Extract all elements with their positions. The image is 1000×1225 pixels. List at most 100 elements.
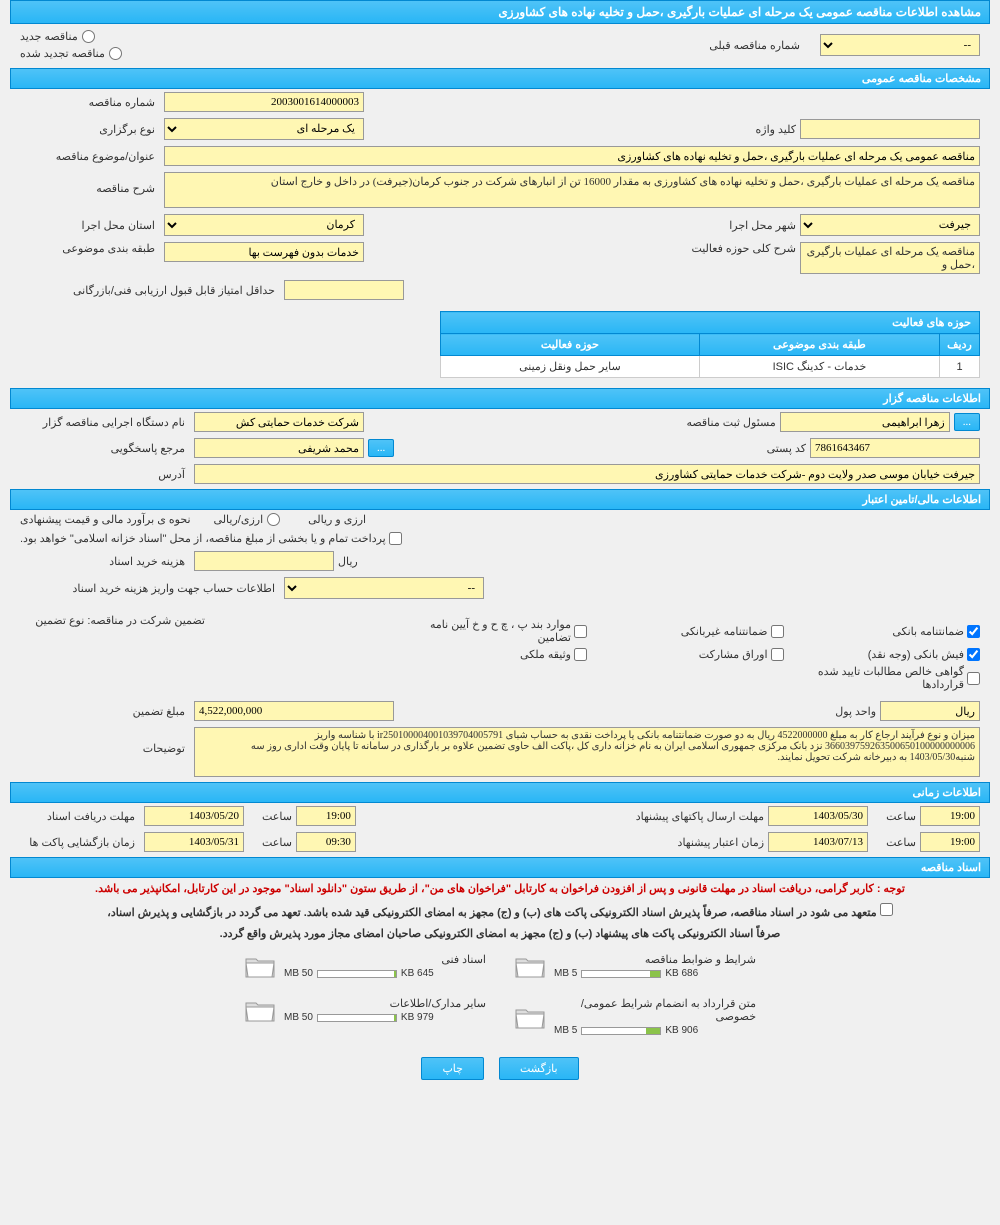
guarantee-opt5[interactable]: اوراق مشارکت (607, 648, 784, 661)
amount-unit-label: واحد پول (835, 705, 876, 718)
check2[interactable] (771, 625, 784, 638)
check1[interactable] (967, 625, 980, 638)
subject-cat-input[interactable] (164, 242, 364, 262)
min-score-label: حداقل امتیاز قابل قبول ارزیابی فنی/بازرگ… (20, 284, 280, 297)
title-input[interactable] (164, 146, 980, 166)
address-label: آدرس (20, 468, 190, 481)
treasury-row: پرداخت تمام و یا بخشی از مبلغ مناقصه، از… (10, 529, 990, 548)
guarantee-opt3[interactable]: موارد بند پ ، چ ح و خ آیین نامه تضامین (411, 618, 588, 644)
currency-radio1-input[interactable] (267, 513, 280, 526)
guarantee-opt2[interactable]: ضمانتنامه غیربانکی (607, 618, 784, 644)
address-input[interactable] (194, 464, 980, 484)
submit-deadline-date[interactable] (768, 806, 868, 826)
page-header: مشاهده اطلاعات مناقصه عمومی یک مرحله ای … (10, 0, 990, 24)
treasury-checkbox[interactable]: پرداخت تمام و یا بخشی از مبلغ مناقصه، از… (20, 532, 402, 545)
desc-textarea[interactable]: مناقصه یک مرحله ای عملیات بارگیری ،حمل و… (164, 172, 980, 208)
submit-deadline-label: مهلت ارسال پاکتهای پیشنهاد (636, 810, 764, 823)
check3[interactable] (574, 625, 587, 638)
currency-radio1[interactable]: ارزی/ریالی (214, 513, 281, 526)
city-select[interactable]: جیرفت (800, 214, 980, 236)
prev-number-select[interactable]: -- (820, 34, 980, 56)
radio-new[interactable]: مناقصه جدید (20, 30, 95, 43)
folder-row2: متن قرارداد به انضمام شرایط عمومی/خصوصی … (10, 988, 990, 1045)
postal-input[interactable] (810, 438, 980, 458)
timing-row1: مهلت دریافت اسناد ساعت مهلت ارسال پاکتها… (10, 803, 990, 829)
check4[interactable] (967, 648, 980, 661)
section-general: مشخصات مناقصه عمومی (10, 68, 990, 89)
doc4-size: 979 KB (401, 1012, 434, 1023)
section-tenderer: اطلاعات مناقصه گزار (10, 388, 990, 409)
section-documents: اسناد مناقصه (10, 857, 990, 878)
guarantee-opt4[interactable]: فیش بانکی (وجه نقد) (804, 648, 981, 661)
keyword-input[interactable] (800, 119, 980, 139)
validity-label: زمان اعتبار پیشنهاد (678, 836, 765, 849)
doc-fee-input[interactable] (194, 551, 334, 571)
amount-unit-input[interactable] (880, 701, 980, 721)
folder-icon (244, 953, 276, 979)
title-row: عنوان/موضوع مناقصه (10, 143, 990, 169)
radio-renewed-input[interactable] (109, 47, 122, 60)
submit-deadline-time[interactable] (920, 806, 980, 826)
estimate-row: نحوه ی برآورد مالی و قیمت پیشنهادی ارزی/… (10, 510, 990, 529)
doc2-title: اسناد فنی (284, 953, 486, 966)
opening-date[interactable] (144, 832, 244, 852)
min-score-input[interactable] (284, 280, 404, 300)
amount-row: مبلغ تضمین واحد پول (10, 698, 990, 724)
holding-type-select[interactable]: یک مرحله ای (164, 118, 364, 140)
ref-more-button[interactable]: ... (368, 439, 394, 457)
receive-deadline-time[interactable] (296, 806, 356, 826)
exec-name-row: نام دستگاه اجرایی مناقصه گزار مسئول ثبت … (10, 409, 990, 435)
check6[interactable] (574, 648, 587, 661)
reg-officer-more-button[interactable]: ... (954, 413, 980, 431)
check7[interactable] (967, 672, 980, 685)
postal-label: کد پستی (767, 442, 806, 455)
activity-desc-textarea[interactable]: مناقصه یک مرحله ای عملیات بارگیری ،حمل و (800, 242, 980, 274)
folder-doc3[interactable]: متن قرارداد به انضمام شرایط عمومی/خصوصی … (510, 993, 760, 1040)
tender-number-label: شماره مناقصه (20, 96, 160, 109)
doc4-progress (317, 1014, 397, 1022)
province-select[interactable]: کرمان (164, 214, 364, 236)
radio-renewed[interactable]: مناقصه تجدید شده (20, 47, 122, 60)
guarantee-opt6[interactable]: وثیقه ملکی (411, 648, 588, 661)
treasury-check-input[interactable] (389, 532, 402, 545)
section-timing: اطلاعات زمانی (10, 782, 990, 803)
validity-date[interactable] (768, 832, 868, 852)
submit-time-label: ساعت (886, 810, 916, 823)
tender-number-row: شماره مناقصه (10, 89, 990, 115)
title-label: عنوان/موضوع مناقصه (20, 150, 160, 163)
exec-name-label: نام دستگاه اجرایی مناقصه گزار (20, 416, 190, 429)
reg-officer-input[interactable] (780, 412, 950, 432)
folder-doc2[interactable]: اسناد فنی 50 MB 645 KB (240, 949, 490, 983)
validity-time[interactable] (920, 832, 980, 852)
radio-new-input[interactable] (82, 30, 95, 43)
commitment-check[interactable] (880, 903, 893, 916)
activity-col2: طبقه بندی موضوعی (699, 334, 939, 356)
folder-icon (514, 1004, 546, 1030)
receive-deadline-date[interactable] (144, 806, 244, 826)
doc2-size: 645 KB (401, 968, 434, 979)
guarantee-opt7[interactable]: گواهی خالص مطالبات تایید شده قراردادها (804, 665, 981, 691)
print-button[interactable]: چاپ (421, 1057, 484, 1080)
button-row: بازگشت چاپ (10, 1045, 990, 1092)
prev-number-label: شماره مناقصه قبلی (709, 39, 805, 52)
folder-doc1[interactable]: شرایط و ضوابط مناقصه 5 MB 686 KB (510, 949, 760, 983)
amount-input[interactable] (194, 701, 394, 721)
tender-number-input[interactable] (164, 92, 364, 112)
explain-textarea[interactable]: میزان و نوع فرآیند ارجاع کار به مبلغ 452… (194, 727, 980, 777)
guarantee-row: تضمین شرکت در مناقصه: نوع تضمین ضمانتنام… (10, 602, 990, 698)
activity-col3: حوزه فعالیت (441, 334, 700, 356)
check5[interactable] (771, 648, 784, 661)
back-button[interactable]: بازگشت (499, 1057, 579, 1080)
ref-input[interactable] (194, 438, 364, 458)
opening-time[interactable] (296, 832, 356, 852)
doc3-max: 5 MB (554, 1025, 577, 1036)
doc1-title: شرایط و ضوابط مناقصه (554, 953, 756, 966)
exec-name-input[interactable] (194, 412, 364, 432)
desc-row: شرح مناقصه مناقصه یک مرحله ای عملیات بار… (10, 169, 990, 211)
fee-account-select[interactable]: -- (284, 577, 484, 599)
doc2-max: 50 MB (284, 968, 313, 979)
guarantee-opt1[interactable]: ضمانتنامه بانکی (804, 618, 981, 644)
address-row: آدرس (10, 461, 990, 487)
folder-doc4[interactable]: سایر مدارک/اطلاعات 50 MB 979 KB (240, 993, 490, 1027)
table-row: 1 خدمات - کدینگ ISIC سایر حمل ونقل زمینی (441, 356, 980, 378)
